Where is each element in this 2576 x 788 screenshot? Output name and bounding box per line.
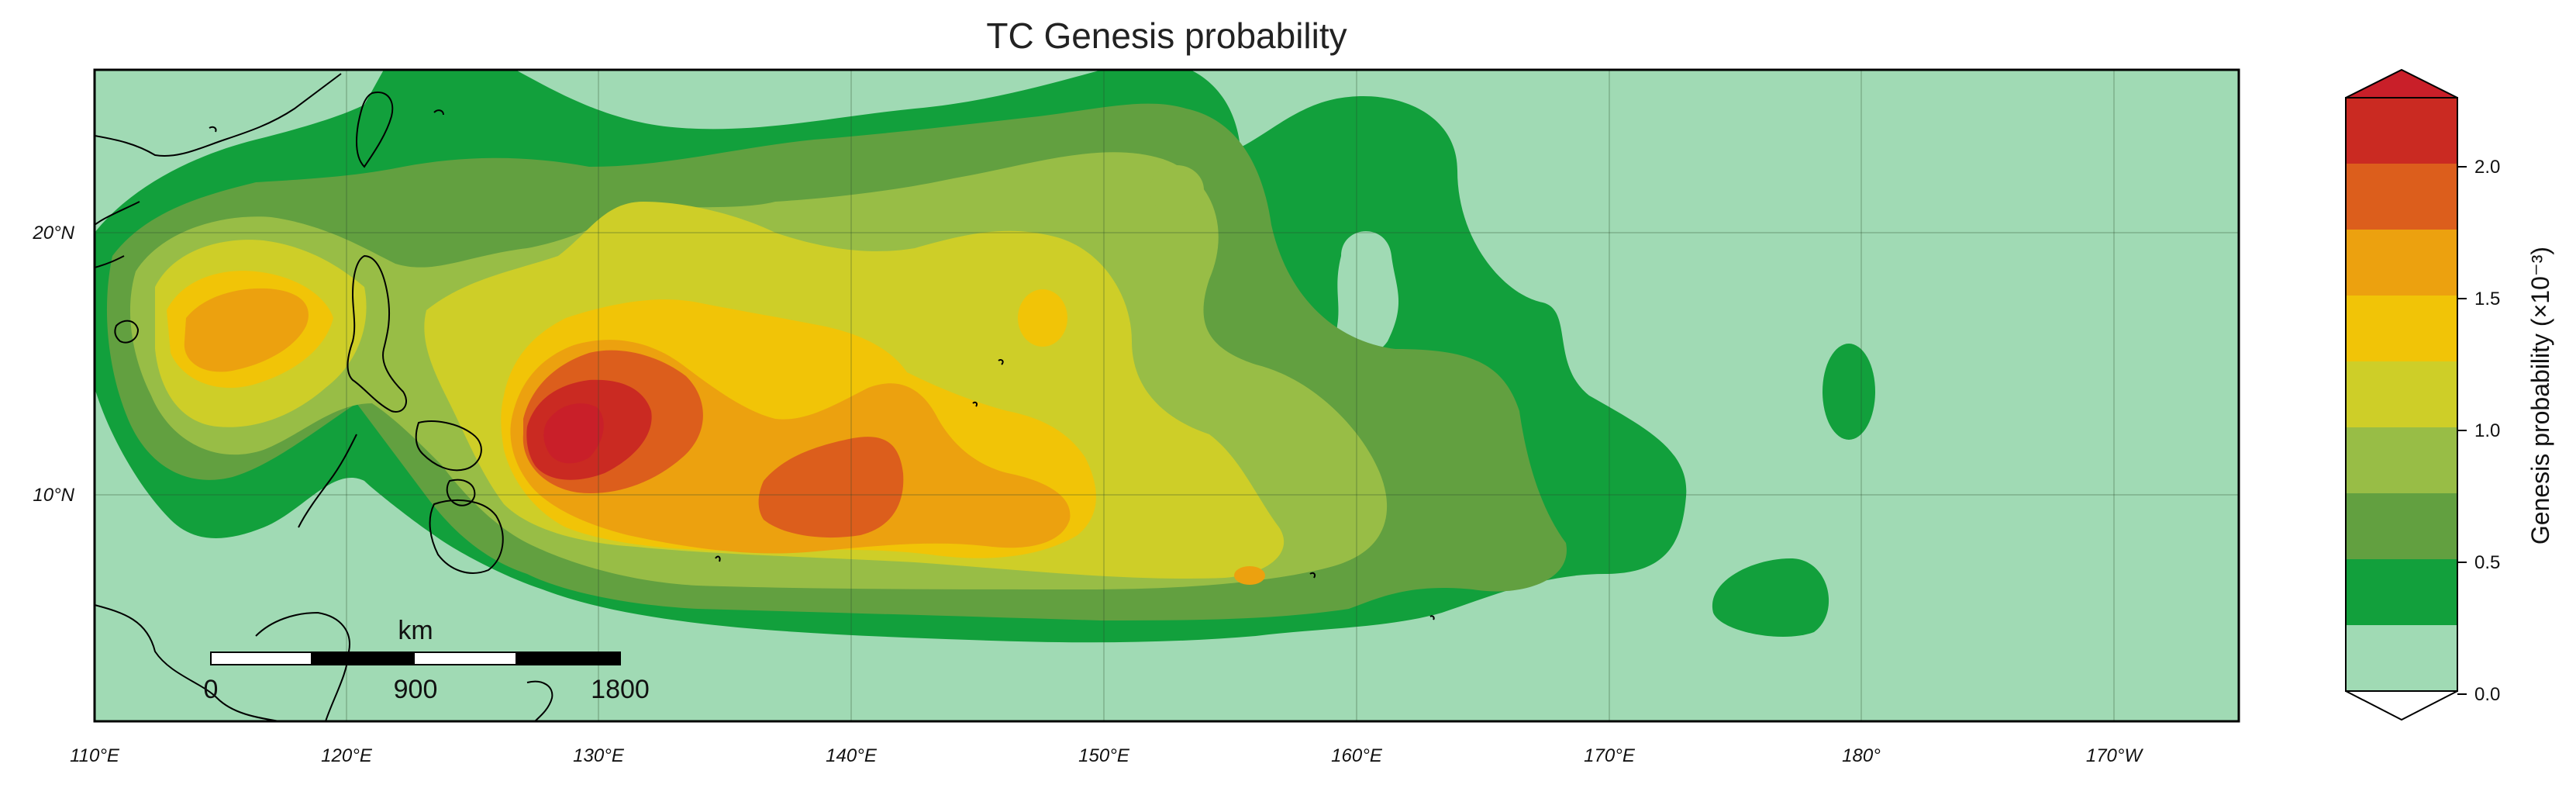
coast-asia-mainland — [95, 73, 342, 268]
lon-label-140e: 140°E — [826, 745, 878, 766]
lon-label-130e: 130°E — [573, 745, 625, 766]
graticule — [95, 70, 2239, 721]
contour-blob-east-2 — [1712, 558, 1829, 637]
scale-bar: km 0 900 1800 — [204, 616, 650, 704]
scale-tick-0: 0 — [204, 675, 219, 704]
colorbar-frame — [2345, 97, 2458, 692]
contour-spot-yellow-1 — [1018, 289, 1067, 347]
coast-sulawesi — [526, 680, 553, 721]
coast-visayas — [415, 420, 482, 506]
colorbar-tick-2-0: 2.0 — [2474, 157, 2500, 178]
colorbar-segment-2 — [2346, 493, 2457, 559]
map-frame — [93, 68, 2240, 723]
scale-tick-2: 1800 — [591, 675, 650, 704]
colorbar-extend-min — [2345, 690, 2458, 721]
colorbar-ticks — [2457, 166, 2467, 695]
colorbar-tick-1-5: 1.5 — [2474, 289, 2500, 309]
contour-blob-east-1 — [1823, 344, 1875, 440]
coast-borneo — [255, 611, 350, 721]
coast-luzon — [347, 254, 407, 413]
contour-hole — [1336, 231, 1399, 355]
coast-taiwan — [356, 92, 394, 168]
lon-label-160e: 160°E — [1331, 745, 1383, 766]
colorbar-extend-max — [2345, 68, 2458, 98]
colorbar-segment-8 — [2346, 98, 2457, 164]
lon-label-150e: 150°E — [1078, 745, 1130, 766]
colorbar-segment-7 — [2346, 164, 2457, 230]
coast-indochina — [95, 604, 280, 721]
map-panel: km 0 900 1800 — [95, 70, 2239, 721]
lon-label-110e: 110°E — [70, 745, 120, 766]
contour-spot-north — [1150, 165, 1204, 215]
colorbar-segment-6 — [2346, 230, 2457, 296]
colorbar-label: Genesis probability (×10⁻³) — [2526, 247, 2554, 544]
scale-tick-1: 900 — [394, 675, 438, 704]
map-title: TC Genesis probability — [986, 16, 1347, 56]
coast-mindanao — [429, 499, 504, 574]
colorbar-tick-0-0: 0.0 — [2474, 684, 2500, 705]
coast-hainan — [114, 320, 140, 344]
lon-label-120e: 120°E — [321, 745, 373, 766]
contour-peak — [543, 403, 604, 464]
colorbar: 2.0 1.5 1.0 0.5 0.0 Genesis probability … — [2345, 68, 2554, 721]
colorbar-tick-0-5: 0.5 — [2474, 552, 2500, 573]
coast-palawan — [298, 434, 357, 528]
lon-label-170w: 170°W — [2086, 745, 2144, 766]
colorbar-segment-1 — [2346, 559, 2457, 625]
colorbar-tick-1-0: 1.0 — [2474, 420, 2500, 441]
coast-misc-islands — [209, 109, 1435, 620]
colorbar-segment-5 — [2346, 296, 2457, 361]
latitude-labels: 20°N 10°N — [32, 223, 74, 506]
lat-label-10n: 10°N — [33, 485, 74, 506]
longitude-labels: 110°E 120°E 130°E 140°E 150°E 160°E 170°… — [70, 745, 2143, 766]
lat-label-20n: 20°N — [32, 223, 74, 244]
contour-spot-orange — [1234, 566, 1265, 585]
colorbar-segment-4 — [2346, 361, 2457, 427]
scale-unit: km — [398, 616, 433, 645]
coastlines — [95, 73, 1435, 721]
colorbar-segment-3 — [2346, 427, 2457, 493]
colorbar-segment-0 — [2346, 625, 2457, 691]
lon-label-170e: 170°E — [1584, 745, 1636, 766]
lon-label-180: 180° — [1842, 745, 1881, 766]
